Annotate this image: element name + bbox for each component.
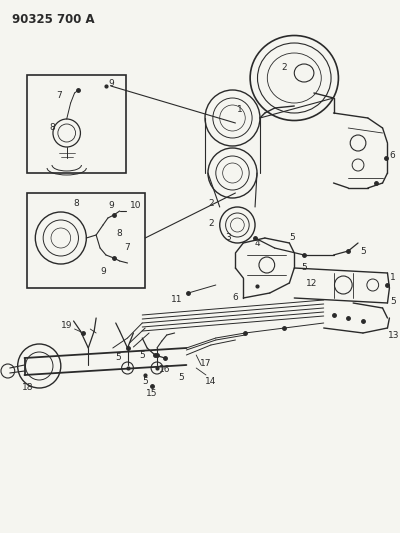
Text: 9: 9 [108,200,114,209]
Text: 7: 7 [56,91,62,100]
Text: 5: 5 [301,263,307,272]
Text: 7: 7 [125,244,130,253]
Text: 3: 3 [226,233,232,243]
Text: 5: 5 [290,233,295,243]
Text: 2: 2 [208,198,214,207]
Text: 19: 19 [61,320,72,329]
Text: 8: 8 [74,198,79,207]
Text: 11: 11 [171,295,182,304]
Text: 90325 700 A: 90325 700 A [12,13,94,26]
Text: 9: 9 [108,78,114,87]
Text: 10: 10 [130,200,141,209]
Text: 14: 14 [205,376,216,385]
Bar [28,75,126,173]
Text: 1: 1 [390,273,396,282]
Bar [28,193,145,288]
Text: 9: 9 [100,266,106,276]
Text: 2: 2 [282,63,287,72]
Text: 6: 6 [390,150,395,159]
Text: 4: 4 [254,238,260,247]
Text: 5: 5 [142,376,148,385]
Text: 15: 15 [146,389,158,398]
Text: 5: 5 [115,353,120,362]
Text: 2: 2 [208,219,214,228]
Text: 1: 1 [236,104,242,114]
Text: 8: 8 [49,124,55,133]
Text: 5: 5 [360,246,366,255]
Text: 5: 5 [178,374,184,383]
Text: 6: 6 [232,294,238,303]
Text: 8: 8 [117,229,122,238]
Text: 5: 5 [139,351,145,359]
Text: 5: 5 [390,296,396,305]
Text: 13: 13 [388,330,399,340]
Text: 18: 18 [22,384,33,392]
Text: 12: 12 [306,279,318,287]
Text: 17: 17 [200,359,212,367]
Text: 16: 16 [159,366,170,375]
